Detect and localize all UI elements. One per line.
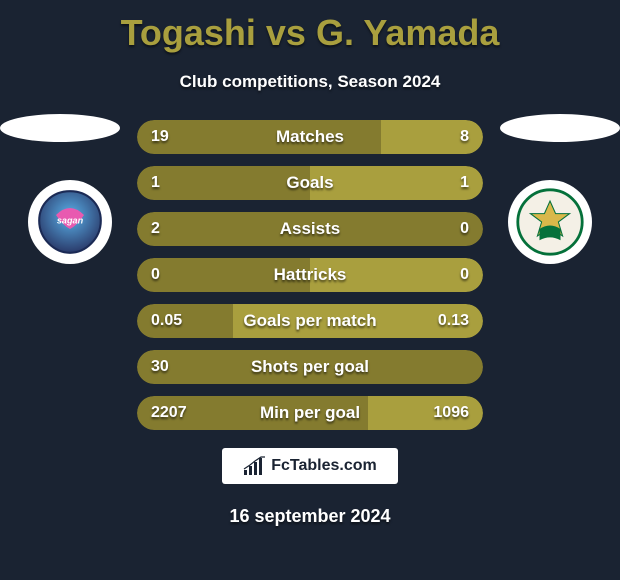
stat-value-right: 8 [460, 120, 469, 154]
stat-row: Goals per match0.05 0.13 [137, 304, 483, 338]
stat-row: Min per goal2207 1096 [137, 396, 483, 430]
comparison-container: sagan Matches198Goals11Assists20Hattrick… [0, 120, 620, 430]
fctables-icon [243, 456, 267, 476]
stat-value-right: 1 [460, 166, 469, 200]
stat-label: Goals [137, 166, 483, 200]
stat-row: Matches19 8 [137, 120, 483, 154]
stat-value-left: 1 [151, 166, 160, 200]
stat-value-left: 0.05 [151, 304, 182, 338]
stat-row: Hattricks0 0 [137, 258, 483, 292]
footer-brand-logo: FcTables.com [222, 448, 398, 484]
svg-text:sagan: sagan [57, 215, 84, 225]
stat-label: Matches [137, 120, 483, 154]
page-title: Togashi vs G. Yamada [0, 0, 620, 54]
stat-label: Min per goal [137, 396, 483, 430]
stat-row: Goals1 1 [137, 166, 483, 200]
date-text: 16 september 2024 [0, 506, 620, 527]
right-club-badge [508, 180, 592, 264]
sagan-tosu-icon: sagan [35, 187, 105, 257]
stat-label: Hattricks [137, 258, 483, 292]
right-ellipse-decor [500, 114, 620, 142]
stat-value-left: 2207 [151, 396, 187, 430]
footer-brand-text: FcTables.com [271, 457, 377, 475]
stat-value-right: 0 [460, 258, 469, 292]
stat-label: Goals per match [137, 304, 483, 338]
left-ellipse-decor [0, 114, 120, 142]
stat-value-left: 30 [151, 350, 169, 384]
stat-row: Assists2 0 [137, 212, 483, 246]
stat-value-left: 2 [151, 212, 160, 246]
subtitle: Club competitions, Season 2024 [0, 72, 620, 92]
stat-value-left: 19 [151, 120, 169, 154]
stat-value-right: 0 [460, 212, 469, 246]
stat-label: Shots per goal [137, 350, 483, 384]
comparison-bars: Matches198Goals11Assists20Hattricks00Goa… [137, 120, 483, 430]
tokyo-verdy-icon [515, 187, 585, 257]
stat-value-right: 0.13 [438, 304, 469, 338]
stat-row: Shots per goal30 [137, 350, 483, 384]
left-club-badge: sagan [28, 180, 112, 264]
stat-value-right: 1096 [433, 396, 469, 430]
stat-label: Assists [137, 212, 483, 246]
stat-value-left: 0 [151, 258, 160, 292]
